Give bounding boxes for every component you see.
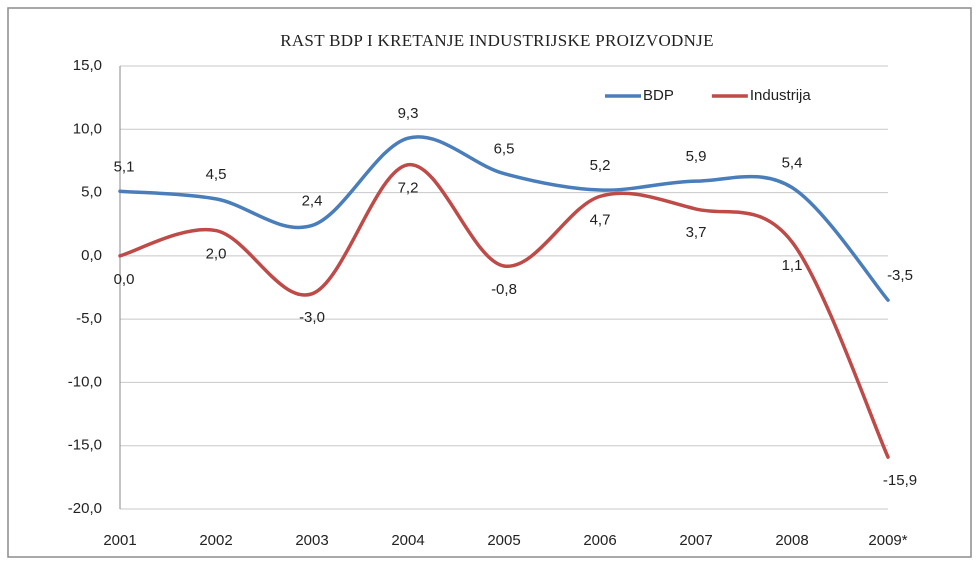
x-tick-label: 2009*: [868, 532, 907, 549]
x-tick-label: 2008: [775, 532, 808, 549]
data-label: 4,5: [206, 166, 227, 183]
data-label: 6,5: [494, 141, 515, 158]
data-label: 9,3: [398, 105, 419, 122]
data-label: 3,7: [686, 224, 707, 241]
data-label: 5,2: [590, 157, 611, 174]
series-line: [118, 135, 890, 302]
y-tick-label: 5,0: [81, 184, 102, 201]
y-tick-label: -5,0: [76, 310, 102, 327]
data-label: 0,0: [114, 271, 135, 288]
y-tick-label: -10,0: [68, 373, 102, 390]
legend-label: Industrija: [750, 87, 812, 104]
y-tick-label: 0,0: [81, 247, 102, 264]
data-label: 2,0: [206, 246, 227, 263]
data-label: -15,9: [883, 472, 917, 489]
data-label: 4,7: [590, 211, 611, 228]
x-tick-label: 2007: [679, 532, 712, 549]
y-tick-label: 10,0: [73, 120, 102, 137]
x-tick-label: 2003: [295, 532, 328, 549]
data-label: 1,1: [782, 257, 803, 274]
data-label: 5,1: [114, 158, 135, 175]
chart-title: RAST BDP I KRETANJE INDUSTRIJSKE PROIZVO…: [280, 31, 714, 50]
data-label: -3,0: [299, 309, 325, 326]
data-label: 5,4: [782, 154, 803, 171]
data-label: 5,9: [686, 148, 707, 165]
legend-label: BDP: [643, 87, 674, 104]
x-tick-label: 2006: [583, 532, 616, 549]
y-tick-label: -15,0: [68, 437, 102, 454]
x-tick-label: 2002: [199, 532, 232, 549]
y-tick-label: -20,0: [68, 500, 102, 517]
x-tick-label: 2004: [391, 532, 424, 549]
x-tick-label: 2001: [103, 532, 136, 549]
chart-frame: [7, 7, 972, 558]
data-label: 2,4: [302, 192, 323, 209]
data-label: -0,8: [491, 281, 517, 298]
x-tick-label: 2005: [487, 532, 520, 549]
y-tick-label: 15,0: [73, 57, 102, 74]
series-line: [118, 162, 890, 459]
data-label: -3,5: [887, 267, 913, 284]
data-label: 7,2: [398, 180, 419, 197]
